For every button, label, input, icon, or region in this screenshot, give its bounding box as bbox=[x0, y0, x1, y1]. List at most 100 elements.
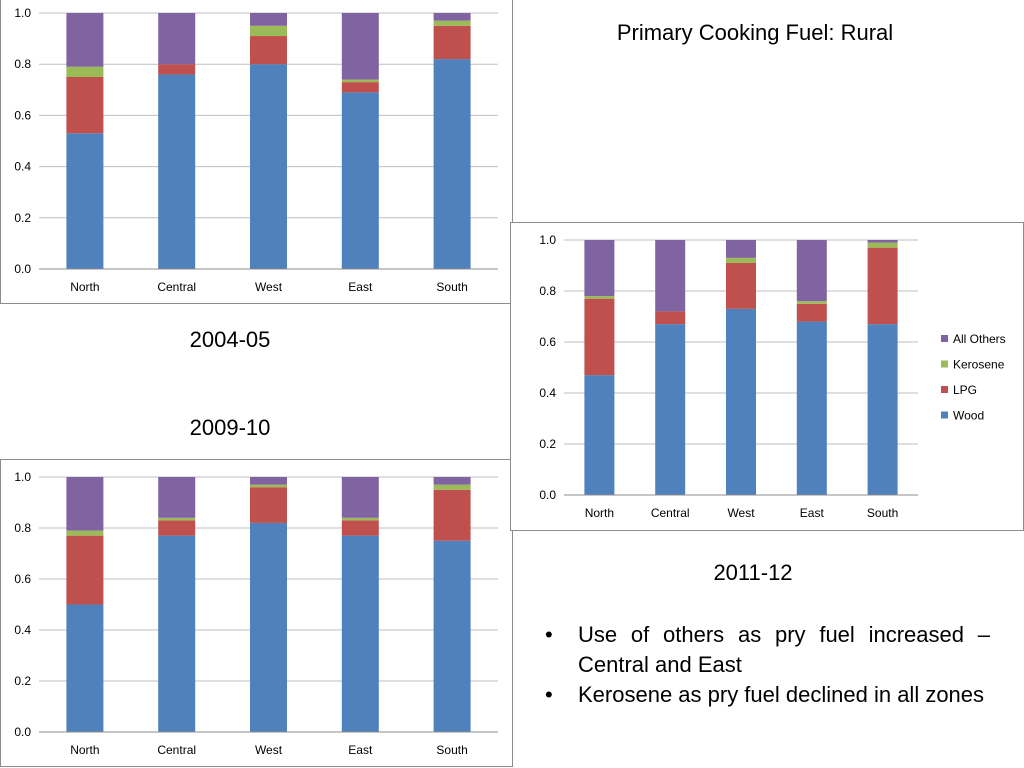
bar-all-others bbox=[796, 240, 827, 302]
bar-lpg bbox=[341, 82, 379, 93]
chart-2011-12-plot: 0.0 0.2 0.4 0.6 0.8 1.0 North Central West East So… bbox=[539, 233, 1006, 520]
x-tick-label: South bbox=[867, 506, 898, 520]
bar-lpg bbox=[66, 535, 104, 605]
y-tick-label: 0.0 bbox=[539, 488, 556, 502]
bar-all-others bbox=[433, 13, 471, 21]
bar-all-others bbox=[867, 240, 898, 243]
bar-wood bbox=[655, 324, 686, 495]
y-tick-label: 0.4 bbox=[14, 623, 31, 637]
y-tick-label: 0.6 bbox=[14, 108, 31, 122]
legend-label-kerosene: Kerosene bbox=[953, 358, 1005, 372]
bar-all-others bbox=[66, 13, 104, 67]
bar-lpg bbox=[250, 487, 287, 523]
chart-2004-05: 0.0 0.2 0.4 0.6 0.8 1.0 North Central West East So… bbox=[0, 0, 513, 304]
bullet-text: Kerosene as pry fuel declined in all zon… bbox=[578, 682, 985, 707]
x-tick-label: East bbox=[348, 743, 373, 757]
y-tick-label: 0.4 bbox=[539, 386, 556, 400]
legend-label-all-others: All Others bbox=[953, 332, 1006, 346]
bar-all-others bbox=[250, 477, 287, 485]
y-tick-label: 0.0 bbox=[14, 262, 31, 276]
bar-all-others bbox=[158, 13, 196, 65]
slide-title: Primary Cooking Fuel: Rural bbox=[616, 20, 894, 45]
bar-lpg bbox=[867, 247, 898, 325]
y-tick-label: 0.2 bbox=[14, 211, 31, 225]
bar-lpg bbox=[158, 64, 196, 75]
legend-swatch-kerosene bbox=[941, 360, 948, 368]
bar-all-others bbox=[66, 477, 104, 531]
bar-all-others bbox=[158, 477, 196, 518]
bar-lpg bbox=[726, 262, 756, 309]
bar-kerosene bbox=[341, 79, 379, 83]
legend-label-wood: Wood bbox=[953, 409, 984, 423]
bar-wood bbox=[433, 540, 471, 732]
legend-label-lpg: LPG bbox=[953, 383, 977, 397]
x-tick-label: Central bbox=[157, 743, 196, 757]
y-tick-label: 1.0 bbox=[539, 233, 556, 247]
bar-kerosene bbox=[250, 25, 287, 37]
bar-lpg bbox=[250, 36, 287, 65]
bar-kerosene bbox=[867, 242, 898, 248]
bar-kerosene bbox=[584, 296, 615, 299]
x-tick-label: North bbox=[585, 506, 614, 520]
y-tick-label: 0.6 bbox=[539, 335, 556, 349]
y-tick-label: 0.6 bbox=[14, 572, 31, 586]
bar-wood bbox=[250, 522, 287, 732]
x-tick-label: West bbox=[727, 506, 755, 520]
x-tick-label: South bbox=[436, 280, 467, 294]
x-tick-label: Central bbox=[651, 506, 690, 520]
bar-all-others bbox=[433, 477, 471, 485]
bar-all-others bbox=[584, 240, 615, 297]
bar-lpg bbox=[796, 303, 827, 322]
x-tick-label: Central bbox=[157, 280, 196, 294]
chart-label-2009-10: 2009-10 bbox=[189, 415, 271, 440]
bar-kerosene bbox=[726, 257, 756, 263]
bar-wood bbox=[66, 604, 104, 732]
y-tick-label: 1.0 bbox=[14, 470, 31, 484]
chart-2009-10-plot: 0.0 0.2 0.4 0.6 0.8 1.0 North Central West East So… bbox=[14, 470, 498, 757]
y-tick-label: 0.8 bbox=[14, 521, 31, 535]
chart-label-2004-05: 2004-05 bbox=[189, 327, 271, 352]
bar-lpg bbox=[584, 298, 615, 376]
bar-kerosene bbox=[341, 517, 379, 521]
bar-lpg bbox=[66, 77, 104, 134]
y-tick-label: 1.0 bbox=[14, 6, 31, 20]
legend-swatch-lpg bbox=[941, 386, 948, 393]
bar-kerosene bbox=[796, 301, 827, 304]
bar-kerosene bbox=[433, 484, 471, 490]
bar-wood bbox=[158, 535, 196, 732]
y-tick-label: 0.8 bbox=[14, 57, 31, 71]
bar-lpg bbox=[341, 520, 379, 536]
bar-all-others bbox=[250, 13, 287, 26]
bar-lpg bbox=[158, 520, 196, 536]
bar-lpg bbox=[433, 25, 471, 60]
bar-all-others bbox=[726, 240, 756, 258]
y-tick-label: 0.0 bbox=[14, 725, 31, 739]
y-tick-label: 0.2 bbox=[14, 674, 31, 688]
chart-2009-10: 0.0 0.2 0.4 0.6 0.8 1.0 North Central West East So… bbox=[0, 459, 513, 767]
bar-kerosene bbox=[158, 517, 196, 521]
bar-kerosene bbox=[66, 530, 104, 536]
x-tick-label: West bbox=[255, 280, 283, 294]
x-tick-label: North bbox=[70, 743, 99, 757]
bar-kerosene bbox=[66, 66, 104, 77]
legend-swatch-wood bbox=[941, 411, 948, 419]
bar-all-others bbox=[655, 240, 686, 312]
bar-wood bbox=[66, 133, 104, 269]
bar-kerosene bbox=[433, 20, 471, 26]
y-tick-label: 0.4 bbox=[14, 160, 31, 174]
x-tick-label: East bbox=[800, 506, 825, 520]
x-tick-label: East bbox=[348, 280, 373, 294]
bar-all-others bbox=[341, 477, 379, 518]
bar-wood bbox=[158, 74, 196, 269]
bar-wood bbox=[341, 535, 379, 732]
bar-wood bbox=[250, 64, 287, 269]
bullet-text: Use of others as pry fuel increased – Ce… bbox=[578, 622, 990, 677]
chart-2011-12: 0.0 0.2 0.4 0.6 0.8 1.0 North Central West East So… bbox=[510, 222, 1024, 531]
bar-wood bbox=[341, 92, 379, 269]
bar-kerosene bbox=[250, 484, 287, 488]
chart-label-2011-12: 2011-12 bbox=[713, 560, 793, 585]
bullet-dot: • bbox=[545, 622, 553, 647]
x-tick-label: North bbox=[70, 280, 99, 294]
bar-lpg bbox=[433, 489, 471, 541]
bar-wood bbox=[796, 321, 827, 495]
